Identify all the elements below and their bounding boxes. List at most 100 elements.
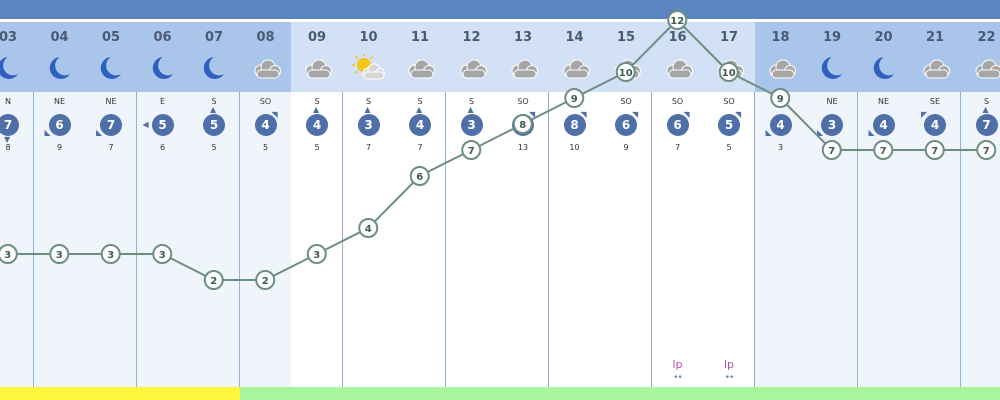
wind-direction: SE (929, 97, 941, 106)
wind-arrow-icon: ◣ (765, 128, 772, 137)
wind-speed-badge: 7 (100, 114, 122, 136)
wind-gust: 6 (159, 143, 166, 152)
cloud-icon (403, 54, 437, 82)
wind-arrow-icon: ◥ (632, 110, 639, 119)
wind-speed-badge: 3 (460, 114, 483, 136)
wind-direction: SO (620, 97, 632, 106)
hour-label: 09 (307, 30, 327, 45)
condition-strip (806, 387, 858, 400)
condition-strip (703, 387, 755, 400)
hour-label: 05 (101, 30, 121, 45)
hour-column: 17 SO 5 ◥ 5 lp •• (703, 22, 755, 400)
wind-speed: 6 ◣ (45, 114, 71, 137)
hour-label: 12 (462, 30, 481, 45)
temperature-point (100, 244, 121, 264)
cloud-icon (558, 54, 592, 82)
wind-arrow-icon: ◣ (868, 128, 875, 137)
hour-column: 08 SO 4 ◥ 5 (239, 22, 292, 400)
hour-label: 11 (410, 30, 430, 45)
wind-speed-badge: 4 (254, 114, 277, 136)
temperature-point (821, 140, 842, 160)
wind-arrow-icon: ◥ (271, 110, 278, 119)
wind-direction: S (417, 97, 423, 106)
hour-label: 10 (359, 30, 378, 45)
wind-speed-badge: 6 (48, 114, 71, 136)
wind-arrow-icon: ▲ (982, 105, 989, 114)
temperature-point (667, 10, 688, 30)
wind-speed-badge: 3 (357, 114, 380, 136)
hour-column: 10 S 3 ▲ 7 (342, 22, 395, 400)
condition-strip (394, 387, 446, 400)
wind-direction: S (468, 97, 475, 106)
condition-strip (239, 387, 292, 400)
rain-drops-icon: •• (673, 373, 683, 383)
sun-cloud-icon (351, 53, 386, 82)
condition-strip (445, 387, 498, 400)
temperature-point (409, 166, 430, 186)
wind-speed: 4 ◤ (921, 111, 946, 136)
hour-label: 04 (50, 30, 69, 45)
column-header (291, 22, 343, 92)
hour-column: 05 NE 7 ◣ 7 (85, 22, 137, 400)
wind-speed-badge: 6 (615, 114, 637, 136)
hour-label: 20 (874, 30, 893, 45)
cloud-icon (249, 54, 283, 82)
hour-label: 06 (153, 30, 172, 45)
wind-gust: 5 (314, 143, 320, 152)
wind-speed: 7 ▲ (975, 106, 998, 136)
wind-gust: 9 (623, 143, 629, 152)
wind-speed-badge: 7 (975, 114, 998, 136)
moon-icon (867, 54, 901, 82)
temperature-point (461, 140, 482, 160)
wind-direction: NE (105, 97, 117, 106)
hour-label: 18 (771, 30, 790, 45)
wind-speed-badge: 4 (872, 114, 895, 136)
hour-label: 03 (0, 30, 18, 45)
temperature-data-label: 3 (107, 250, 114, 261)
temperature-point (255, 270, 276, 290)
temperature-data-label: 2 (210, 276, 217, 287)
wind-speed: 7 ◣ (96, 114, 122, 137)
condition-strip (188, 387, 240, 400)
rain-drops-icon: •• (724, 373, 735, 383)
temperature-data-label: 3 (313, 250, 320, 261)
wind-direction: N (5, 97, 11, 106)
wind-arrow-icon: ◥ (580, 110, 587, 119)
wind-speed: 4 ◥ (254, 110, 278, 136)
hour-label: 14 (565, 30, 584, 45)
column-header (0, 22, 34, 92)
wind-gust: 7 (365, 143, 372, 152)
hour-label: 17 (719, 30, 739, 45)
condition-strip (136, 387, 189, 400)
wind-arrow-icon: ◥ (735, 110, 742, 119)
hour-label: 13 (513, 30, 533, 45)
wind-speed: 5 ◀ (143, 114, 174, 136)
wind-speed: 5 ▲ (203, 106, 225, 136)
wind-direction: S (365, 97, 372, 106)
moon-icon (0, 54, 25, 82)
column-header (548, 22, 601, 92)
wind-speed-badge: 5 (203, 114, 225, 136)
temperature-data-label: 2 (262, 276, 269, 287)
wind-direction: S (211, 97, 217, 106)
wind-direction: NE (877, 97, 890, 106)
condition-strip (342, 387, 395, 400)
temperature-point (306, 244, 327, 264)
hour-column: 18NE4◣3 (754, 22, 807, 400)
condition-strip (33, 387, 86, 400)
wind-speed: 4 ▲ (306, 106, 328, 136)
column-header (342, 22, 395, 92)
temperature-point (512, 114, 533, 134)
temperature-point (615, 62, 636, 82)
wind-speed: 6 ◥ (615, 110, 639, 136)
condition-strip (600, 387, 652, 400)
hour-label: 22 (977, 30, 996, 45)
wind-speed-badge: 6 (666, 114, 689, 136)
wind-speed: 3 ▲ (357, 106, 380, 136)
wind-speed-badge: 7 (0, 114, 19, 136)
temperature-point (770, 88, 791, 108)
temperature-point (0, 244, 18, 264)
